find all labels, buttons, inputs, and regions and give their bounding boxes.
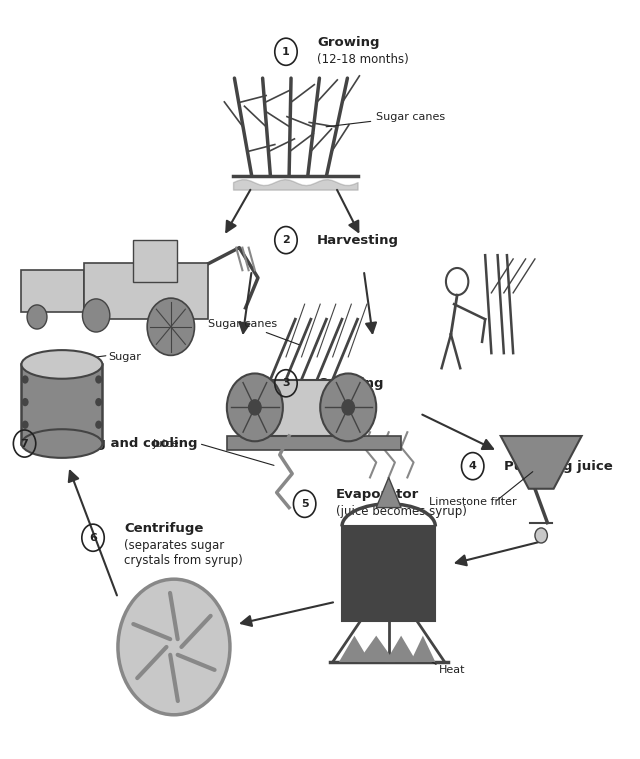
Ellipse shape xyxy=(22,350,102,379)
FancyBboxPatch shape xyxy=(227,436,401,449)
Circle shape xyxy=(248,400,261,415)
Text: 7: 7 xyxy=(20,439,28,449)
Polygon shape xyxy=(376,477,401,508)
Text: Purifying juice: Purifying juice xyxy=(504,460,612,473)
Circle shape xyxy=(95,420,102,429)
Text: Evaporator: Evaporator xyxy=(336,488,419,501)
Text: Harvesting: Harvesting xyxy=(317,234,399,247)
Circle shape xyxy=(342,400,355,415)
Ellipse shape xyxy=(22,430,102,458)
FancyBboxPatch shape xyxy=(246,380,364,436)
Text: 5: 5 xyxy=(301,499,308,509)
Text: 1: 1 xyxy=(282,47,290,57)
Polygon shape xyxy=(385,636,417,662)
Text: Sugar canes: Sugar canes xyxy=(208,319,299,345)
Circle shape xyxy=(147,298,195,355)
FancyBboxPatch shape xyxy=(22,270,84,312)
Circle shape xyxy=(22,398,29,406)
Text: (separates sugar: (separates sugar xyxy=(124,539,225,552)
Text: Crushing: Crushing xyxy=(317,376,383,390)
Polygon shape xyxy=(410,636,435,662)
Polygon shape xyxy=(358,636,395,662)
Text: (juice becomes syrup): (juice becomes syrup) xyxy=(336,505,467,518)
Circle shape xyxy=(320,373,376,441)
Text: 3: 3 xyxy=(282,378,290,389)
Circle shape xyxy=(118,579,230,715)
Text: Limestone filter: Limestone filter xyxy=(429,497,516,507)
Text: 4: 4 xyxy=(468,461,477,471)
Circle shape xyxy=(535,528,547,543)
FancyBboxPatch shape xyxy=(342,527,435,621)
Text: 6: 6 xyxy=(89,533,97,543)
FancyBboxPatch shape xyxy=(134,240,177,282)
Text: 2: 2 xyxy=(282,235,290,245)
Text: Sugar canes: Sugar canes xyxy=(326,112,445,127)
Circle shape xyxy=(95,376,102,383)
Circle shape xyxy=(27,305,47,329)
Text: Centrifuge: Centrifuge xyxy=(124,522,204,535)
FancyBboxPatch shape xyxy=(22,364,102,443)
Circle shape xyxy=(22,376,29,383)
Text: Juice: Juice xyxy=(152,439,179,449)
Text: (12-18 months): (12-18 months) xyxy=(317,53,409,66)
Circle shape xyxy=(227,373,283,441)
FancyBboxPatch shape xyxy=(84,263,208,320)
Text: Growing: Growing xyxy=(317,36,380,49)
Circle shape xyxy=(83,299,110,332)
Circle shape xyxy=(22,420,29,429)
Text: Heat: Heat xyxy=(438,665,465,675)
Circle shape xyxy=(95,398,102,406)
Polygon shape xyxy=(500,436,582,489)
Polygon shape xyxy=(339,636,370,662)
Text: crystals from syrup): crystals from syrup) xyxy=(124,554,243,567)
Text: Drying and cooling: Drying and cooling xyxy=(56,437,197,450)
Text: Sugar: Sugar xyxy=(109,352,141,362)
